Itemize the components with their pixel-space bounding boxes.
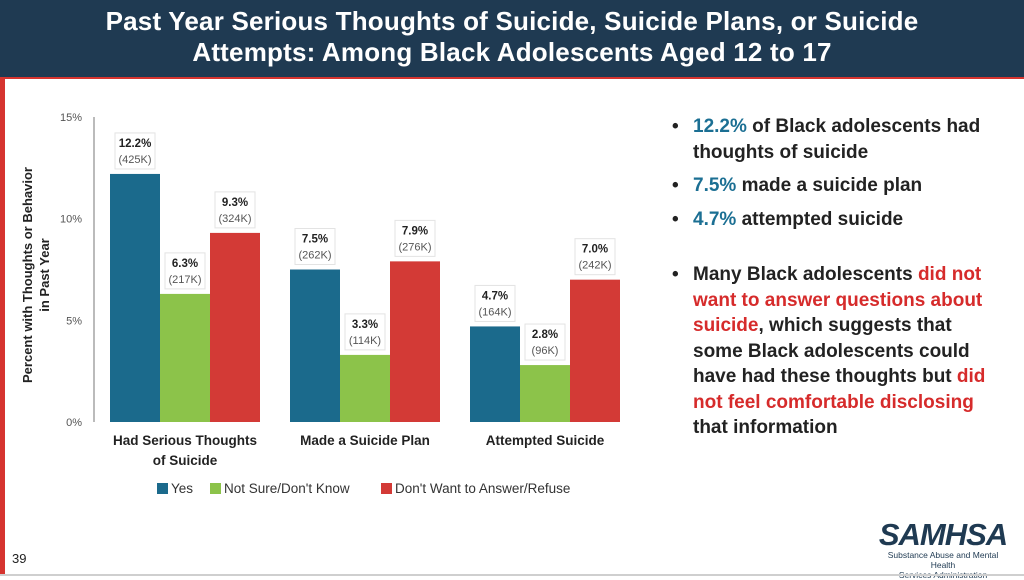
- finding-thoughts-text: of Black adolescents had thoughts of sui…: [693, 116, 981, 163]
- data-label-count: (96K): [532, 345, 559, 357]
- bar-don-t-want-to-answer-refuse: [390, 261, 440, 422]
- left-accent-bar: [0, 77, 5, 576]
- data-label-box: [214, 191, 256, 229]
- data-label-value: 2.8%: [532, 329, 558, 341]
- finding-plan: • 7.5% made a suicide plan: [672, 173, 1002, 199]
- samhsa-logo: SAMHSA Substance Abuse and Mental Health…: [878, 517, 1008, 580]
- x-category-label: of Suicide: [153, 453, 218, 468]
- legend-swatch: [157, 483, 168, 494]
- data-label-value: 12.2%: [119, 138, 152, 150]
- bar-yes: [110, 173, 160, 422]
- bullet-dot: •: [672, 116, 679, 137]
- data-label-box: [394, 219, 436, 257]
- key-findings: • 12.2% of Black adolescents had thought…: [672, 114, 1002, 449]
- slide-title: Past Year Serious Thoughts of Suicide, S…: [0, 0, 1024, 68]
- legend-swatch: [381, 483, 392, 494]
- finding-attempt: • 4.7% attempted suicide: [672, 207, 1002, 233]
- data-label-value: 7.0%: [582, 244, 608, 256]
- slide-header: Past Year Serious Thoughts of Suicide, S…: [0, 0, 1024, 77]
- data-label-box: [164, 252, 206, 290]
- data-label-count: (425K): [118, 154, 151, 166]
- data-label-box: [344, 313, 386, 351]
- page-number: 39: [12, 551, 27, 566]
- y-tick-label: 0%: [66, 417, 82, 429]
- title-line-1: Past Year Serious Thoughts of Suicide, S…: [105, 6, 919, 36]
- finding-plan-text: made a suicide plan: [736, 175, 923, 196]
- nonresponse-text-1: Many Black adolescents: [693, 264, 918, 285]
- header-divider: [0, 77, 1024, 79]
- nonresponse-text-2: , which suggests that some Black adolesc…: [693, 315, 970, 387]
- data-label-box: [474, 284, 516, 322]
- bar-don-t-want-to-answer-refuse: [570, 279, 620, 422]
- data-label-count: (262K): [298, 250, 331, 262]
- x-category-label: Had Serious Thoughts: [113, 433, 257, 448]
- samhsa-logo-subtitle-1: Substance Abuse and Mental Health: [887, 550, 999, 570]
- bullet-dot: •: [672, 264, 679, 285]
- bullet-dot: •: [672, 208, 679, 230]
- x-category-label: Made a Suicide Plan: [300, 433, 430, 448]
- data-label-count: (276K): [398, 241, 431, 253]
- finding-thoughts-value: 12.2%: [693, 116, 747, 137]
- data-label-value: 6.3%: [172, 258, 198, 270]
- legend-label: Not Sure/Don't Know: [224, 481, 350, 496]
- data-label-box: [114, 132, 156, 170]
- y-axis-title: in Past Year: [37, 238, 52, 311]
- nonresponse-highlight-1: did not want to answer questions about s…: [693, 264, 983, 336]
- y-tick-label: 10%: [60, 214, 82, 226]
- nonresponse-highlight-2: did not feel comfortable disclosing: [693, 366, 986, 413]
- data-label-count: (242K): [578, 260, 611, 272]
- y-tick-label: 5%: [66, 315, 82, 327]
- x-category-label: Attempted Suicide: [486, 433, 605, 448]
- legend-label: Don't Want to Answer/Refuse: [395, 481, 570, 496]
- footer-divider: [0, 574, 1024, 576]
- data-label-value: 9.3%: [222, 197, 248, 209]
- legend-label: Yes: [171, 481, 193, 496]
- finding-plan-value: 7.5%: [693, 175, 737, 196]
- data-label-value: 4.7%: [482, 290, 508, 302]
- bar-not-sure-don-t-know: [340, 354, 390, 422]
- data-label-value: 3.3%: [352, 319, 378, 331]
- legend-swatch: [210, 483, 221, 494]
- finding-nonresponse: • Many Black adolescents did not want to…: [672, 262, 1002, 441]
- y-axis-title: Percent with Thoughts or Behavior: [20, 167, 35, 383]
- data-label-count: (217K): [168, 274, 201, 286]
- data-label-box: [574, 238, 616, 276]
- bullet-dot: •: [672, 175, 679, 196]
- data-label-count: (164K): [478, 306, 511, 318]
- data-label-count: (324K): [218, 213, 251, 225]
- bar-not-sure-don-t-know: [160, 293, 210, 422]
- finding-thoughts: • 12.2% of Black adolescents had thought…: [672, 114, 1002, 165]
- finding-attempt-value: 4.7%: [693, 208, 737, 230]
- bar-chart: 0% 5% 10% 15% Percent with Thoughts or Behav…: [20, 112, 620, 496]
- bar-yes: [470, 326, 520, 422]
- samhsa-logo-mark: SAMHSA: [878, 517, 1008, 552]
- data-label-count: (114K): [349, 335, 381, 347]
- bar-don-t-want-to-answer-refuse: [210, 232, 260, 422]
- bar-yes: [290, 269, 340, 422]
- y-tick-label: 15%: [60, 112, 82, 124]
- data-label-box: [524, 323, 566, 361]
- nonresponse-text-3: that information: [693, 417, 838, 438]
- finding-attempt-text: attempted suicide: [736, 208, 904, 230]
- data-label-box: [294, 228, 336, 265]
- bar-not-sure-don-t-know: [520, 365, 570, 422]
- title-line-2: Attempts: Among Black Adolescents Aged 1…: [192, 37, 832, 67]
- data-label-value: 7.9%: [402, 225, 428, 237]
- data-label-value: 7.5%: [302, 234, 328, 246]
